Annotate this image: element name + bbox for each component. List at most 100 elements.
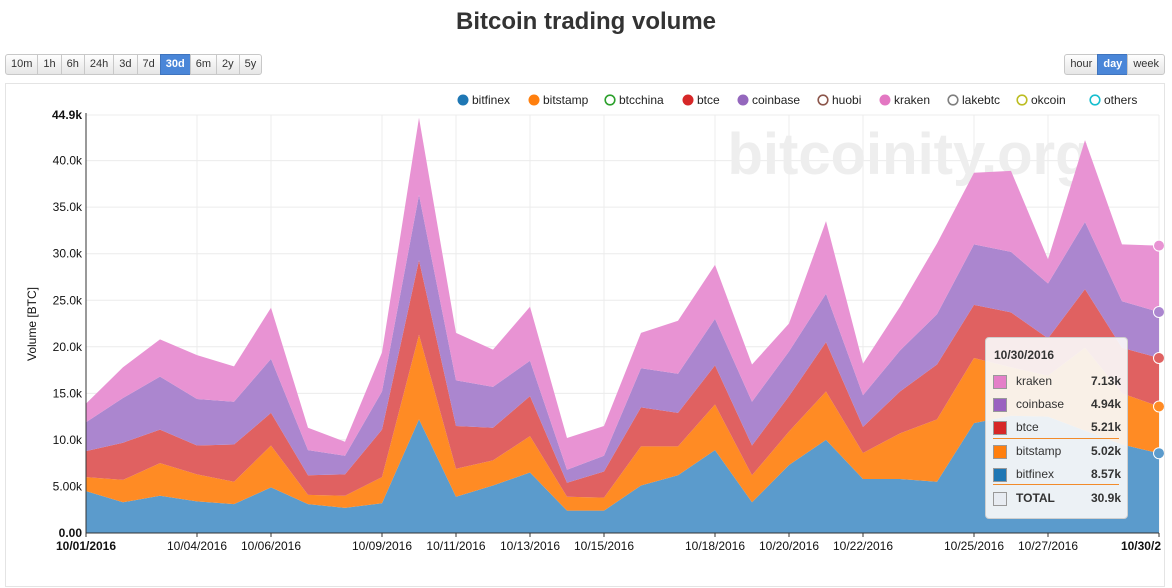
x-tick-label: 10/18/2016	[685, 539, 745, 553]
tooltip-swatch	[993, 375, 1007, 389]
range-button-1h[interactable]: 1h	[37, 54, 62, 75]
y-tick-label: 35.0k	[53, 200, 83, 214]
legend-marker-btce	[682, 94, 694, 106]
legend-label-lakebtc: lakebtc	[962, 93, 1000, 107]
y-tick-label: 44.9k	[52, 108, 82, 122]
tooltip-date: 10/30/2016	[994, 348, 1055, 362]
y-axis-label: Volume [BTC]	[25, 287, 39, 361]
tooltip-series-value: 5.02k	[1090, 444, 1121, 458]
legend-label-btce: btce	[697, 93, 720, 107]
legend-label-others: others	[1104, 93, 1137, 107]
x-tick-label: 10/13/2016	[500, 539, 560, 553]
range-selector: 10m 1h 6h 24h 3d 7d 30d 6m 2y 5y	[5, 54, 263, 75]
tooltip-swatch	[993, 398, 1007, 412]
legend-marker-okcoin	[1016, 94, 1028, 106]
tooltip-series-name: bitstamp	[1016, 444, 1062, 458]
tooltip-swatch	[993, 445, 1007, 459]
x-tick-label: 10/27/2016	[1018, 539, 1078, 553]
tooltip-series-name: TOTAL	[1016, 491, 1055, 505]
period-selector: hour day week	[1064, 54, 1165, 75]
period-button-week[interactable]: week	[1127, 54, 1165, 75]
area-bitstamp	[86, 334, 1159, 511]
range-button-24h[interactable]: 24h	[83, 54, 115, 75]
y-tick-label: 10.0k	[53, 433, 83, 447]
range-button-30d[interactable]: 30d	[159, 54, 191, 75]
legend-label-bitstamp: bitstamp	[543, 93, 589, 107]
y-tick-label: 20.0k	[53, 340, 83, 354]
x-tick-label: 10/06/2016	[241, 539, 301, 553]
y-tick-label: 30.0k	[53, 247, 83, 261]
x-tick-label: 10/30/2	[1121, 539, 1161, 553]
legend-marker-coinbase	[737, 94, 749, 106]
series-end-dot-coinbase	[1153, 305, 1164, 318]
series-end-dot-bitstamp	[1153, 400, 1164, 413]
tooltip-row-bitfinex: bitfinex 8.57k	[993, 464, 1121, 486]
tooltip-swatch	[993, 492, 1007, 506]
tooltip-swatch	[993, 468, 1007, 482]
series-end-dot-btce	[1153, 351, 1164, 364]
range-button-2y[interactable]: 2y	[216, 54, 240, 75]
legend-label-coinbase: coinbase	[752, 93, 800, 107]
legend-marker-bitfinex	[457, 94, 469, 106]
area-kraken	[86, 117, 1159, 470]
legend-marker-huobi	[817, 94, 829, 106]
legend-marker-others	[1089, 94, 1101, 106]
y-tick-label: 15.0k	[53, 386, 83, 400]
area-btce	[86, 260, 1159, 498]
tooltip-series-name: coinbase	[1016, 397, 1065, 411]
chart-tooltip: 10/30/2016 kraken 7.13k coinbase 4.94k btce 5…	[985, 337, 1128, 519]
tooltip-row-btce: btce 5.21k	[993, 417, 1121, 439]
x-tick-label: 10/09/2016	[352, 539, 412, 553]
tooltip-series-value: 30.9k	[1090, 491, 1121, 505]
tooltip-series-value: 7.13k	[1090, 374, 1121, 388]
legend-label-kraken: kraken	[894, 93, 930, 107]
range-button-6m[interactable]: 6m	[189, 54, 218, 75]
x-tick-label: 10/20/2016	[759, 539, 819, 553]
legend-marker-btcchina	[604, 94, 616, 106]
range-button-7d[interactable]: 7d	[136, 54, 161, 75]
chart-area: bitcoinity.org 0.00 5.00k 10.0k 15.0k 20.0k 25…	[5, 83, 1165, 587]
range-button-5y[interactable]: 5y	[238, 54, 263, 75]
series-end-dot-bitfinex	[1153, 447, 1164, 460]
tooltip-series-name: bitfinex	[1016, 467, 1055, 481]
legend-marker-bitstamp	[528, 94, 540, 106]
tooltip-series-name: btce	[1016, 420, 1039, 434]
y-tick-label: 40.0k	[53, 154, 83, 168]
tooltip-row-kraken: kraken 7.13k	[993, 371, 1121, 393]
area-coinbase	[86, 195, 1159, 483]
series-end-dot-kraken	[1153, 239, 1164, 252]
x-tick-label: 10/01/2016	[56, 539, 116, 553]
tooltip-row-total: TOTAL 30.9k	[993, 488, 1121, 510]
tooltip-swatch	[993, 421, 1007, 435]
range-button-3d[interactable]: 3d	[113, 54, 138, 75]
legend-label-bitfinex: bitfinex	[472, 93, 510, 107]
x-tick-label: 10/04/2016	[167, 539, 227, 553]
x-tick-label: 10/25/2016	[944, 539, 1004, 553]
period-button-day[interactable]: day	[1097, 54, 1129, 75]
tooltip-separator	[993, 484, 1119, 485]
x-tick-label: 10/15/2016	[574, 539, 634, 553]
range-button-10m[interactable]: 10m	[5, 54, 39, 75]
tooltip-row-coinbase: coinbase 4.94k	[993, 394, 1121, 416]
range-button-6h[interactable]: 6h	[60, 54, 85, 75]
chart-title: Bitcoin trading volume	[455, 8, 716, 35]
tooltip-row-bitstamp: bitstamp 5.02k	[993, 441, 1121, 463]
legend-label-huobi: huobi	[832, 93, 861, 107]
tooltip-separator	[993, 438, 1119, 439]
trading-volume-chart: bitcoinity.org 0.00 5.00k 10.0k 15.0k 20.0k 25…	[25, 93, 1164, 553]
legend-label-btcchina: btcchina	[619, 93, 664, 107]
y-tick-label: 0.00	[59, 526, 83, 540]
period-button-hour[interactable]: hour	[1064, 54, 1099, 75]
area-bitfinex	[86, 415, 1159, 533]
x-tick-label: 10/22/2016	[833, 539, 893, 553]
legend-marker-kraken	[879, 94, 891, 106]
x-tick-label: 10/11/2016	[426, 539, 485, 553]
legend-label-okcoin: okcoin	[1031, 93, 1066, 107]
legend-marker-lakebtc	[947, 94, 959, 106]
tooltip-series-value: 5.21k	[1090, 420, 1121, 434]
tooltip-series-value: 4.94k	[1090, 397, 1121, 411]
tooltip-series-name: kraken	[1016, 374, 1053, 388]
y-tick-label: 25.0k	[53, 293, 83, 307]
tooltip-series-value: 8.57k	[1090, 467, 1121, 481]
watermark: bitcoinity.org	[727, 122, 1090, 187]
